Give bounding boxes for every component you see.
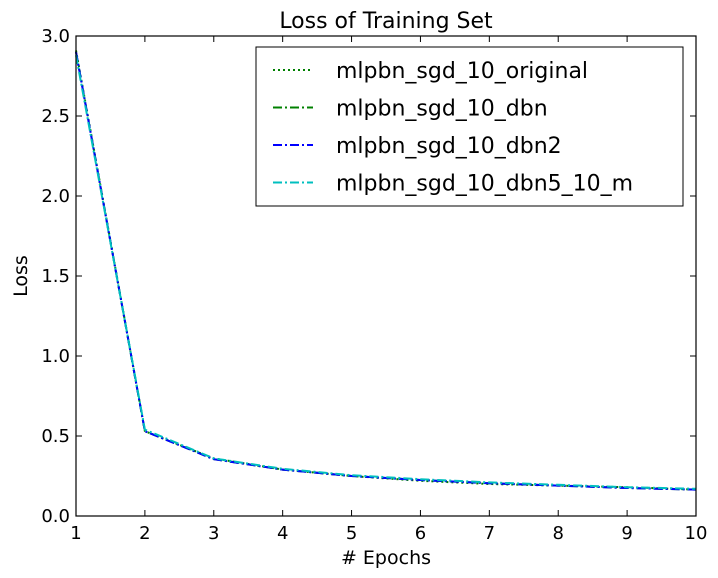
legend: mlpbn_sgd_10_original mlpbn_sgd_10_dbnmlp…	[255, 46, 684, 207]
x-tick-label: 9	[621, 523, 632, 544]
y-tick-label: 1.0	[41, 346, 70, 367]
legend-box	[255, 46, 684, 207]
plot-frame	[75, 35, 697, 517]
y-tick-label: 2.0	[41, 186, 70, 207]
y-axis-label: Loss	[10, 255, 32, 297]
x-axis-label: # Epochs	[341, 547, 431, 569]
series-layer	[75, 50, 697, 491]
y-tick-label: 1.5	[41, 266, 70, 287]
chart-title: Loss of Training Set	[279, 9, 493, 34]
x-tick-label: 5	[346, 523, 357, 544]
x-tick-label: 4	[277, 523, 288, 544]
y-tick-label: 2.5	[41, 106, 70, 127]
x-tick-label: 6	[415, 523, 426, 544]
x-tick-label: 2	[139, 523, 150, 544]
y-tick-label: 3.0	[41, 26, 70, 47]
legend-label-3: mlpbn_sgd_10_dbn2	[336, 134, 562, 159]
series-line-4	[75, 55, 697, 490]
legend-label-2: mlpbn_sgd_10_dbn	[336, 97, 548, 122]
x-tick-label: 8	[552, 523, 563, 544]
legend-label-1: mlpbn_sgd_10_original	[336, 59, 588, 84]
y-tick-label: 0.5	[41, 426, 70, 447]
x-tick-label: 10	[685, 523, 708, 544]
x-tick-label: 3	[208, 523, 219, 544]
x-tick-label: 7	[484, 523, 495, 544]
tick-layer: 1 2 3 4 5 6 7 8 9 10 0.0 0.5 1.0 1.5 2.0 2.5 3.0	[41, 26, 707, 544]
legend-label-4: mlpbn_sgd_10_dbn5_10_m	[336, 172, 633, 197]
x-tick-label: 1	[70, 523, 81, 544]
y-tick-label: 0.0	[41, 506, 70, 527]
